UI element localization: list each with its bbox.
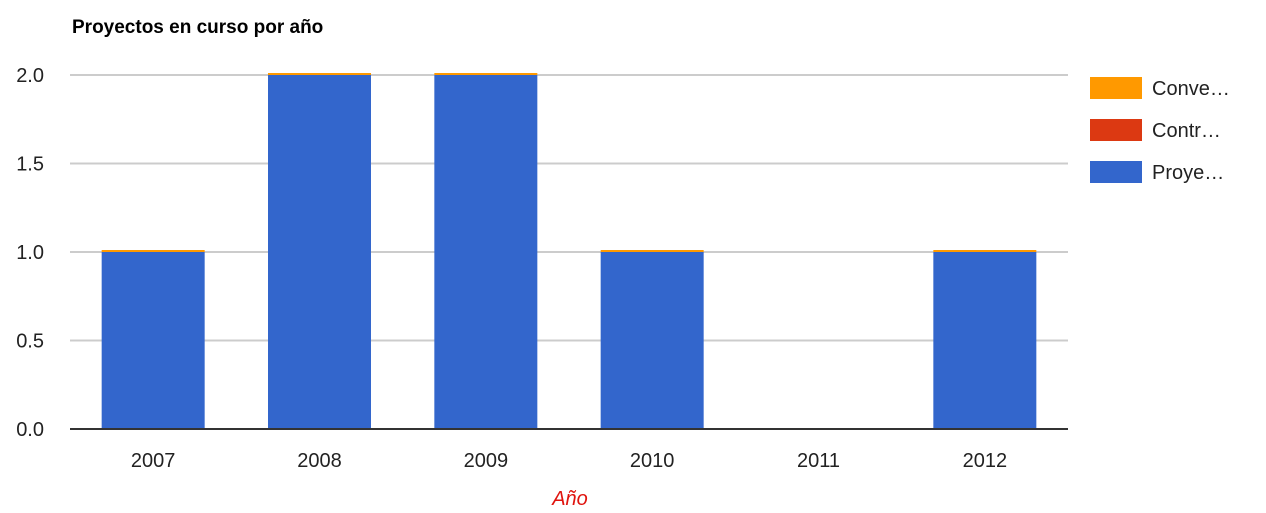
legend-label: Conve… <box>1152 78 1230 100</box>
bar-2008-1 <box>268 75 371 429</box>
x-tick-label: 2011 <box>797 450 840 472</box>
axes: 0.0 0.5 1.0 1.5 2.0 2007 2008 2009 2010 2011 2012 <box>16 65 1068 472</box>
legend-swatch <box>1090 119 1142 141</box>
bar-2009-1 <box>434 75 538 429</box>
y-tick-label: 1.5 <box>16 154 44 176</box>
y-tick-label: 1.0 <box>16 242 44 264</box>
bar-top-edge-2009 <box>434 73 538 75</box>
legend-label: Contr… <box>1152 120 1221 142</box>
legend-swatch <box>1090 77 1142 99</box>
legend-swatch <box>1090 161 1142 183</box>
x-tick-label: 2012 <box>963 450 1008 472</box>
x-tick-label: 2008 <box>297 450 342 472</box>
chart-title: Proyectos en curso por año <box>72 17 323 38</box>
bar-2007-1 <box>101 252 205 429</box>
legend-label: Proye… <box>1152 162 1224 184</box>
x-tick-label: 2009 <box>464 450 509 472</box>
gridlines <box>70 74 1068 342</box>
y-tick-label: 2.0 <box>16 65 44 87</box>
y-tick-label: 0.5 <box>16 331 44 353</box>
bars <box>101 73 1037 429</box>
bar-top-edge-2007 <box>101 250 205 252</box>
x-axis-title: Año <box>551 488 588 510</box>
bar-2010-1 <box>600 252 704 429</box>
legend: Conve… Contr… Proye… <box>1090 77 1230 184</box>
bar-top-edge-2008 <box>268 73 371 75</box>
y-tick-label: 0.0 <box>16 419 44 441</box>
x-tick-label: 2007 <box>131 450 176 472</box>
x-tick-label: 2010 <box>630 450 675 472</box>
bar-top-edge-2012 <box>933 250 1037 252</box>
bar-top-edge-2010 <box>600 250 704 252</box>
bar-2012-1 <box>933 252 1037 429</box>
